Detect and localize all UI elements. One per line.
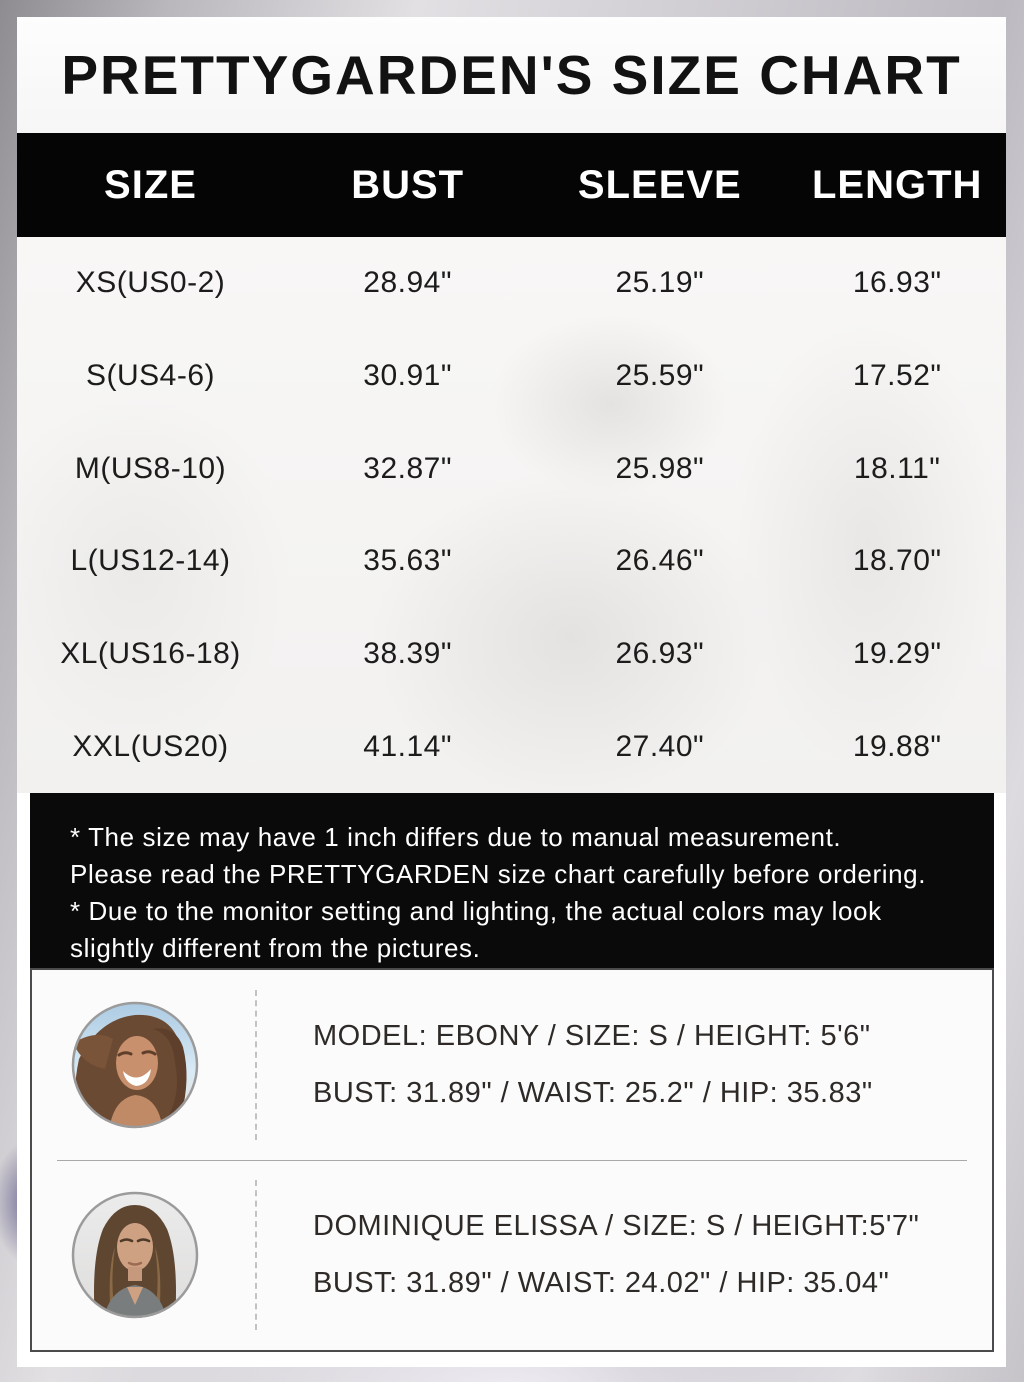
cell-length: 19.88" <box>852 729 942 763</box>
disclaimer-line: slightly different from the pictures. <box>70 933 481 963</box>
table-row: S(US4-6) 30.91" 25.59" 17.52" <box>17 330 1006 423</box>
cell-size: XL(US16-18) <box>60 637 241 671</box>
cell-sleeve: 25.98" <box>615 451 705 485</box>
cell-length: 18.11" <box>853 451 941 485</box>
disclaimer-line: * Due to the monitor setting and lightin… <box>70 896 882 926</box>
cell-bust: 35.63" <box>363 544 452 578</box>
table-row: XS(US0-2) 28.94" 25.19" 16.93" <box>17 237 1006 330</box>
cell-size: XS(US0-2) <box>75 266 226 300</box>
table-row: XXL(US20) 41.14" 27.40" 19.88" <box>17 700 1006 793</box>
table-row: L(US12-14) 35.63" 26.46" 18.70" <box>17 515 1006 608</box>
table-row: M(US8-10) 32.87" 25.98" 18.11" <box>17 422 1006 515</box>
cell-sleeve: 25.59" <box>615 359 705 392</box>
dashed-divider <box>255 989 257 1140</box>
model-measurements-line: BUST: 31.89" / WAIST: 25.2" / HIP: 35.83… <box>313 1076 873 1109</box>
size-chart-card: PRETTYGARDEN'S SIZE CHART SIZE BUST SLEE… <box>17 17 1006 1367</box>
model-info-ebony: MODEL: EBONY / SIZE: S / HEIGHT: 5'6" BU… <box>313 1020 873 1110</box>
col-header-sleeve: SLEEVE <box>577 162 742 207</box>
cell-length: 17.52" <box>852 359 942 392</box>
disclaimer-line: Please read the PRETTYGARDEN size chart … <box>70 859 927 889</box>
col-header-bust: BUST <box>351 162 465 207</box>
dashed-divider <box>255 1180 257 1331</box>
models-info-box: MODEL: EBONY / SIZE: S / HEIGHT: 5'6" BU… <box>30 968 994 1352</box>
cell-bust: 38.39" <box>363 637 452 671</box>
cell-sleeve: 26.46" <box>615 544 705 578</box>
cell-sleeve: 25.19" <box>615 266 705 300</box>
col-header-size: SIZE <box>104 162 197 207</box>
model-identity-line: DOMINIQUE ELISSA / SIZE: S / HEIGHT:5'7" <box>313 1210 920 1243</box>
models-divider <box>57 1159 967 1161</box>
cell-bust: 41.14" <box>363 729 452 763</box>
title-band: PRETTYGARDEN'S SIZE CHART <box>17 17 1006 133</box>
model-photo-ebony <box>71 1001 199 1128</box>
cell-size: L(US12-14) <box>70 544 231 578</box>
cell-length: 19.29" <box>852 637 942 671</box>
table-header-row: SIZE BUST SLEEVE LENGTH <box>17 133 1006 237</box>
cell-size: XXL(US20) <box>72 729 229 763</box>
cell-bust: 30.91" <box>363 359 452 392</box>
model-row-ebony: MODEL: EBONY / SIZE: S / HEIGHT: 5'6" BU… <box>32 970 992 1160</box>
disclaimer-line: * The size may have 1 inch differs due t… <box>70 822 842 852</box>
col-header-length: LENGTH <box>811 162 983 207</box>
cell-size: S(US4-6) <box>85 359 216 392</box>
cell-size: M(US8-10) <box>74 451 227 485</box>
size-table-body: XS(US0-2) 28.94" 25.19" 16.93" S(US4-6) … <box>17 237 1006 793</box>
model-photo-dominique <box>71 1192 199 1319</box>
model-row-dominique: DOMINIQUE ELISSA / SIZE: S / HEIGHT:5'7"… <box>32 1161 992 1351</box>
model-measurements-line: BUST: 31.89" / WAIST: 24.02" / HIP: 35.0… <box>313 1267 890 1300</box>
table-row: XL(US16-18) 38.39" 26.93" 19.29" <box>17 608 1006 701</box>
cell-length: 16.93" <box>852 266 942 300</box>
model-identity-line: MODEL: EBONY / SIZE: S / HEIGHT: 5'6" <box>313 1019 871 1052</box>
cell-bust: 28.94" <box>363 266 452 300</box>
cell-sleeve: 26.93" <box>615 637 705 671</box>
cell-sleeve: 27.40" <box>615 729 705 763</box>
cell-length: 18.70" <box>852 544 942 578</box>
model-info-dominique: DOMINIQUE ELISSA / SIZE: S / HEIGHT:5'7"… <box>313 1210 919 1300</box>
cell-bust: 32.87" <box>363 451 452 485</box>
page-title: PRETTYGARDEN'S SIZE CHART <box>61 44 962 106</box>
disclaimer-box: * The size may have 1 inch differs due t… <box>30 793 994 968</box>
